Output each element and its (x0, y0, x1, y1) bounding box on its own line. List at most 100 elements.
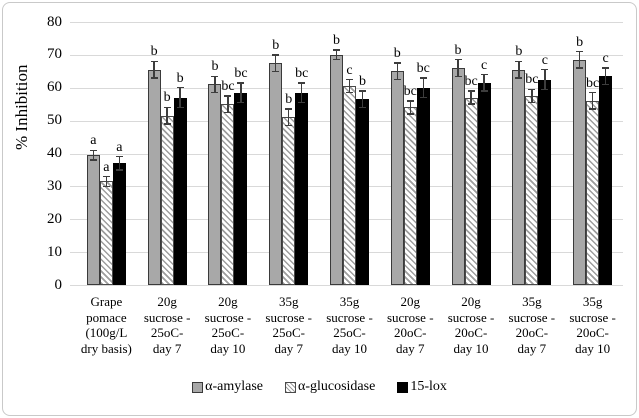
error-bar (335, 49, 338, 60)
significance-letter: a (90, 133, 97, 149)
error-bar-cap (528, 101, 536, 104)
error-bar (422, 77, 424, 98)
bar-15-lox-group2 (173, 97, 187, 285)
gridline (70, 285, 623, 286)
error-bar (166, 107, 168, 124)
bar-15-lox-group9 (599, 76, 613, 285)
error-bar-cap (541, 68, 549, 71)
gridline (70, 54, 623, 56)
error-bar-cap (89, 149, 97, 151)
error-bar (361, 91, 364, 108)
error-bar-cap (576, 50, 584, 53)
error-bar-cap (454, 75, 462, 77)
significance-letter: b (576, 34, 584, 50)
significance-letter: bc (234, 65, 248, 81)
legend-swatch-diagonal-hatch-icon (284, 381, 296, 393)
error-bar-cap (589, 108, 597, 110)
significance-letter: c (480, 57, 488, 73)
legend-label: α-glucosidase (297, 379, 376, 394)
error-bar (470, 91, 472, 105)
bar-α-amylase-group9 (573, 59, 587, 285)
error-bar-cap (576, 67, 584, 69)
bar-α-amylase-group7 (451, 68, 465, 285)
error-bar (578, 51, 581, 69)
legend-item-α-glucosidase: α-glucosidase (284, 379, 376, 395)
bar-α-amylase-group6 (390, 71, 404, 285)
error-bar-cap (359, 90, 366, 92)
error-bar (275, 54, 277, 72)
error-bar-cap (515, 77, 523, 79)
bar-α-amylase-group5 (330, 54, 343, 285)
error-bar (301, 82, 303, 103)
significance-letter: b (454, 42, 462, 58)
error-bar-cap (115, 169, 123, 171)
bar-α-glucosidase-group5 (343, 86, 356, 285)
bar-α-glucosidase-group9 (586, 100, 600, 285)
error-bar-cap (298, 101, 306, 104)
error-bar-cap (237, 101, 245, 104)
y-tick-label: 70 (47, 46, 62, 63)
legend-swatch-solid-black-icon (397, 381, 409, 393)
error-bar (240, 82, 242, 103)
significance-letter: bc (464, 74, 478, 90)
error-bar (118, 156, 121, 170)
error-bar-cap (515, 60, 523, 63)
x-category-label: 35g sucrose - 20oC- day 7 (508, 294, 556, 356)
error-bar-cap (480, 73, 488, 76)
significance-letter: bc (586, 75, 600, 91)
bar-α-glucosidase-group4 (282, 117, 296, 285)
bar-α-amylase-group3 (208, 84, 222, 285)
error-bar-cap (211, 91, 219, 94)
significance-letter: a (116, 139, 123, 155)
error-bar-cap (454, 59, 462, 61)
error-bar-cap (419, 96, 427, 99)
error-bar-cap (224, 111, 232, 114)
error-bar-cap (541, 88, 549, 91)
error-bar-cap (115, 156, 123, 158)
x-category-label: 35g sucrose - 20oC- day 10 (569, 294, 616, 356)
x-category-label: Grape pomace (100g/L dry basis) (80, 294, 132, 356)
error-bar-cap (589, 91, 597, 94)
error-bar-cap (272, 70, 280, 72)
error-bar-cap (102, 175, 110, 178)
legend: α-amylase α-glucosidase 15-lox (0, 379, 639, 395)
error-bar-cap (346, 78, 353, 81)
error-bar-cap (150, 77, 158, 79)
bar-α-glucosidase-group3 (221, 104, 235, 285)
error-bar (544, 69, 546, 90)
error-bar-cap (419, 77, 427, 79)
error-bar (153, 61, 155, 78)
significance-letter: bc (221, 78, 235, 94)
error-bar-cap (602, 83, 610, 86)
bar-15-lox-group8 (538, 79, 552, 285)
bar-α-amylase-group8 (512, 69, 526, 285)
y-tick-label: 50 (47, 112, 62, 129)
error-bar-cap (467, 90, 475, 92)
legend-swatch-solid-gray-icon (192, 381, 204, 393)
significance-letter: bc (295, 65, 309, 81)
significance-letter: b (393, 46, 401, 62)
error-bar-cap (346, 91, 353, 94)
error-bar-cap (298, 82, 306, 84)
significance-letter: bc (403, 83, 417, 99)
legend-label: α-amylase (205, 379, 263, 394)
error-bar-cap (528, 88, 536, 91)
error-bar-cap (333, 49, 340, 51)
y-tick-label: 40 (47, 145, 62, 161)
error-bar-cap (393, 78, 401, 81)
error-bar (591, 92, 594, 110)
significance-letter: b (211, 59, 219, 75)
error-bar-cap (89, 159, 97, 161)
error-bar-cap (480, 90, 488, 92)
error-bar (179, 87, 181, 108)
bar-α-glucosidase-group7 (464, 97, 478, 285)
error-bar-cap (393, 62, 401, 64)
y-tick-label: 0 (54, 276, 63, 293)
significance-letter: c (602, 51, 609, 67)
y-tick-label: 20 (47, 210, 62, 227)
error-bar-cap (406, 113, 414, 115)
error-bar-cap (285, 108, 293, 110)
x-category-label: 20g sucrose - 25oC- day 10 (204, 294, 252, 356)
error-bar (214, 76, 216, 93)
